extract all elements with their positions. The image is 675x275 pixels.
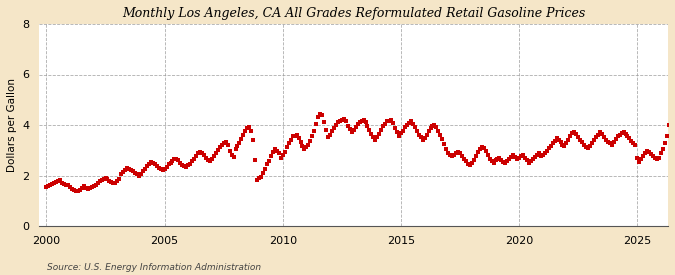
Y-axis label: Dollars per Gallon: Dollars per Gallon [7,78,17,172]
Text: Source: U.S. Energy Information Administration: Source: U.S. Energy Information Administ… [47,263,261,272]
Title: Monthly Los Angeles, CA All Grades Reformulated Retail Gasoline Prices: Monthly Los Angeles, CA All Grades Refor… [122,7,585,20]
